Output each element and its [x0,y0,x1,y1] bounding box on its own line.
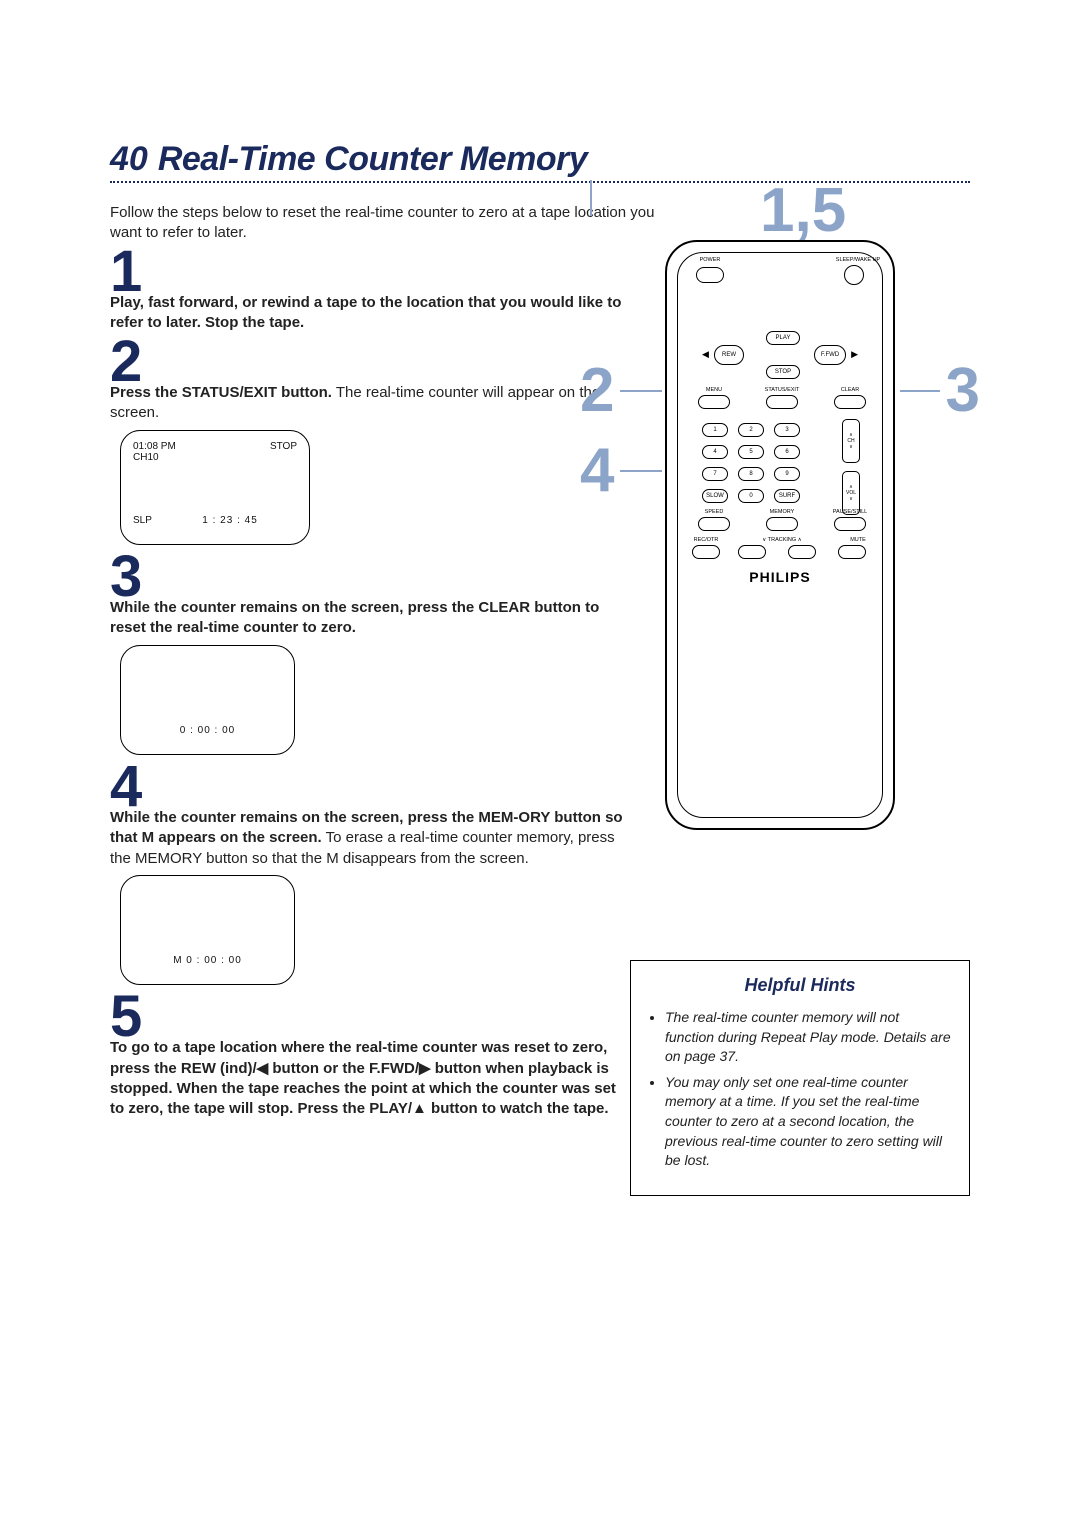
ref-4: 4 [580,440,614,502]
hints-title: Helpful Hints [649,975,951,996]
ref-line-3 [900,390,940,392]
hint-1: The real-time counter memory will not fu… [665,1008,951,1067]
clear-label: CLEAR [830,387,870,393]
pause-button [834,517,866,531]
ref-line-2 [620,390,662,392]
step-3-text: While the counter remains on the screen,… [110,598,630,639]
mute-button [838,545,866,559]
page-number: 40 [110,140,148,179]
sleep-label: SLEEP/WAKE UP [830,257,886,263]
memory-label: MEMORY [762,509,802,515]
play-button: PLAY [766,331,800,345]
ref-1-5: 1,5 [760,180,846,242]
tracking-text: TRACKING [768,537,796,543]
btn-2: 2 [738,423,764,437]
step-5-text: To go to a tape location where the real-… [110,1038,630,1119]
screen-box-2: 0 : 00 : 00 [120,645,295,755]
screen-box-1: 01:08 PM CH10 STOP SLP 1 : 23 : 45 [120,430,310,545]
btn-9: 9 [774,467,800,481]
ref-3: 3 [946,360,980,422]
btn-4: 4 [702,445,728,459]
screen1-ch: CH10 [133,452,176,463]
rew-button: REW [714,345,744,365]
step-2-text: Press the STATUS/EXIT button. The real-t… [110,383,630,424]
step-1-text: Play, fast forward, or rewind a tape to … [110,293,630,334]
mute-label: MUTE [838,537,878,543]
screen1-status: STOP [270,441,297,452]
clear-button [834,395,866,409]
speed-label: SPEED [694,509,734,515]
step-1-bold: Play, fast forward, or rewind a tape to … [110,294,621,331]
step-4-text: While the counter remains on the screen,… [110,808,630,869]
vol-down-icon: ∨ [849,496,853,502]
btn-0: 0 [738,489,764,503]
screen1-mode: SLP [133,515,152,526]
step-2-bold: Press the STATUS/EXIT button. [110,384,332,401]
btn-3: 3 [774,423,800,437]
step-5-bold: To go to a tape location where the real-… [110,1039,616,1117]
pause-label: PAUSE/STILL [830,509,870,515]
status-label: STATUS/EXIT [762,387,802,393]
ch-down-icon: ∨ [849,444,853,450]
menu-button [698,395,730,409]
btn-1: 1 [702,423,728,437]
tracking-down-button [738,545,766,559]
status-button [766,395,798,409]
screen-box-3: M 0 : 00 : 00 [120,875,295,985]
tracking-label: ∨ TRACKING ∧ [752,537,812,543]
screen1-time-val: 01:08 PM [133,441,176,452]
speed-button [698,517,730,531]
power-label: POWER [690,257,730,263]
tracking-up-button [788,545,816,559]
btn-7: 7 [702,467,728,481]
intro-text: Follow the steps below to reset the real… [110,203,670,244]
brand-label: PHILIPS [678,569,882,585]
screen1-time: 01:08 PM CH10 [133,441,176,463]
ffwd-arrow-icon: ▶ [851,349,858,360]
ch-rocker: ∧ CH ∨ [842,419,860,463]
hint-2: You may only set one real-time counter m… [665,1073,951,1171]
remote-diagram: 1,5 2 3 4 POWER SLEEP/WAKE UP PLAY REW F… [590,180,970,840]
helpful-hints-box: Helpful Hints The real-time counter memo… [630,960,970,1196]
recotr-button [692,545,720,559]
surf-button: SURF [774,489,800,503]
ref-2: 2 [580,360,614,422]
page-title: Real-Time Counter Memory [158,140,587,179]
memory-button [766,517,798,531]
rew-arrow-icon: ◀ [702,349,709,360]
slow-button: SLOW [702,489,728,503]
screen3-counter: M 0 : 00 : 00 [173,955,242,966]
btn-5: 5 [738,445,764,459]
ref-line-15 [590,180,592,216]
recotr-label: REC/OTR [686,537,726,543]
page-heading: 40 Real-Time Counter Memory [110,140,970,179]
screen2-counter: 0 : 00 : 00 [180,725,235,736]
menu-label: MENU [694,387,734,393]
remote-inner: POWER SLEEP/WAKE UP PLAY REW F.FWD STOP … [677,252,883,818]
btn-6: 6 [774,445,800,459]
btn-8: 8 [738,467,764,481]
ref-line-4 [620,470,662,472]
ffwd-button: F.FWD [814,345,846,365]
remote-outline: POWER SLEEP/WAKE UP PLAY REW F.FWD STOP … [665,240,895,830]
step-3-bold: While the counter remains on the screen,… [110,599,599,636]
power-button [696,267,724,283]
sleep-button [844,265,864,285]
screen1-counter: 1 : 23 : 45 [202,515,257,526]
hints-list: The real-time counter memory will not fu… [649,1008,951,1171]
stop-button: STOP [766,365,800,379]
